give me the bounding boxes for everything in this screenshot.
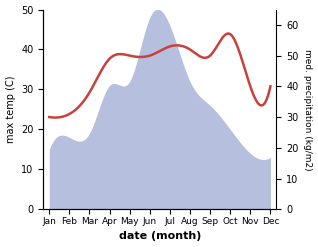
X-axis label: date (month): date (month)	[119, 231, 201, 242]
Y-axis label: med. precipitation (kg/m2): med. precipitation (kg/m2)	[303, 49, 313, 170]
Y-axis label: max temp (C): max temp (C)	[5, 76, 16, 143]
